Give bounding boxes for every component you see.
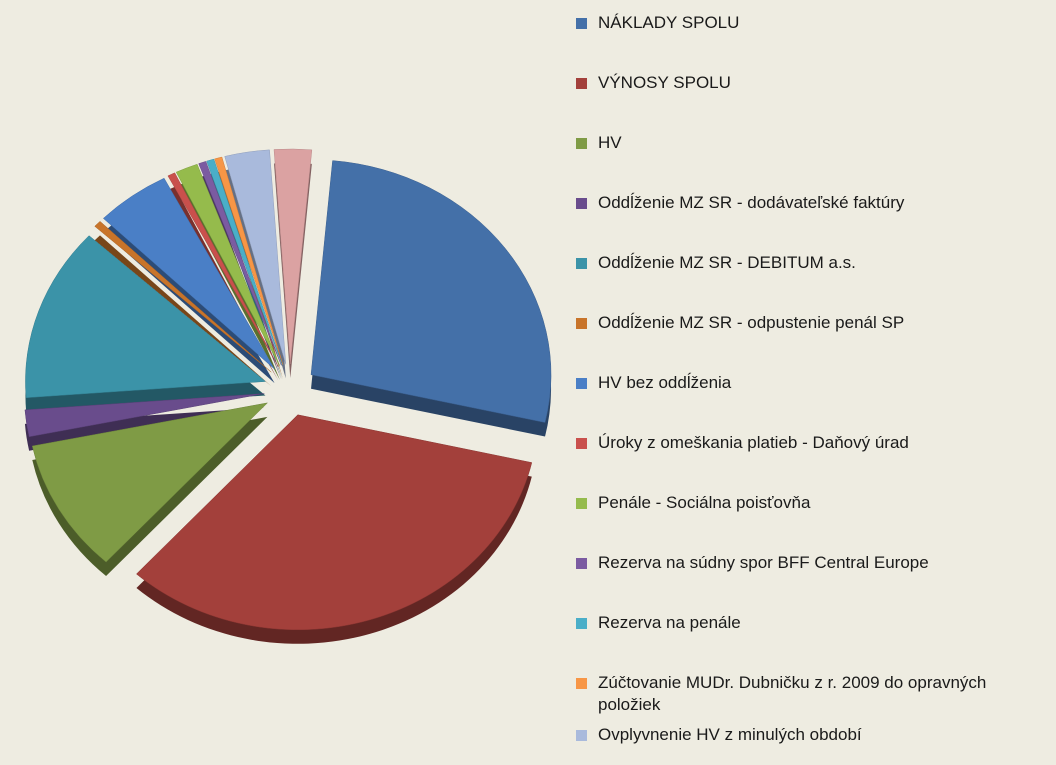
legend-item: Rezerva na penále <box>576 612 1048 672</box>
legend-swatch <box>576 138 587 149</box>
slice <box>103 177 275 370</box>
legend-label: NÁKLADY SPOLU <box>598 13 740 32</box>
legend-swatch <box>576 78 587 89</box>
legend-item: Úroky z omeškania platieb - Daňový úrad <box>576 432 1048 492</box>
legend-label: VÝNOSY SPOLU <box>598 73 731 92</box>
legend-item: Oddĺženie MZ SR - odpustenie penál SP <box>576 312 1048 372</box>
legend-label: Oddĺženie MZ SR - DEBITUM a.s. <box>598 253 856 272</box>
legend-item: Zúčtovanie MUDr. Dubničku z r. 2009 do o… <box>576 672 1048 724</box>
slice <box>24 393 265 438</box>
slice-side <box>94 235 272 387</box>
legend-label: HV bez oddĺženia <box>598 373 732 392</box>
slice <box>175 163 281 367</box>
legend-item: HV bez oddĺženia <box>576 372 1048 432</box>
slice <box>25 235 267 398</box>
legend-item: Oddĺženie MZ SR - dodávateľské faktúry <box>576 192 1048 252</box>
slice <box>214 156 284 366</box>
legend-swatch <box>576 498 587 509</box>
legend-swatch <box>576 678 587 689</box>
slice <box>206 158 283 366</box>
slice <box>31 402 269 563</box>
legend-swatch <box>576 258 587 269</box>
legend-label: Ovplyvnenie HV z minulých období <box>598 725 862 744</box>
legend-item: HV <box>576 132 1048 192</box>
legend-item: Rezerva na súdny spor BFF Central Europe <box>576 552 1048 612</box>
legend-label: Rezerva na súdny spor BFF Central Europe <box>598 553 929 572</box>
slice <box>224 149 287 365</box>
legend-item: NÁKLADY SPOLU <box>576 12 1048 72</box>
legend-label: Penále - Sociálna poisťovňa <box>598 493 811 512</box>
legend-item: Oddĺženie MZ SR - DEBITUM a.s. <box>576 252 1048 312</box>
legend-swatch <box>576 730 587 741</box>
legend-item: VÝNOSY SPOLU <box>576 72 1048 132</box>
slice <box>198 161 282 366</box>
legend-swatch <box>576 438 587 449</box>
legend-swatch <box>576 18 587 29</box>
pie-chart <box>24 148 552 644</box>
legend-label: Oddĺženie MZ SR - odpustenie penál SP <box>598 313 905 332</box>
slice <box>167 172 279 367</box>
legend-swatch <box>576 318 587 329</box>
slice <box>136 414 533 631</box>
legend-swatch <box>576 558 587 569</box>
legend-label: Oddĺženie MZ SR - dodávateľské faktúry <box>598 193 905 212</box>
legend: NÁKLADY SPOLU VÝNOSY SPOLU HV Oddĺženie MZ … <box>576 12 1048 765</box>
slice <box>94 221 272 373</box>
legend-item: Ovplyvnenie HV z minulých období <box>576 724 1048 765</box>
legend-label: Rezerva na penále <box>598 613 741 632</box>
legend-label: Zúčtovanie MUDr. Dubničku z r. 2009 do o… <box>598 673 987 714</box>
legend-swatch <box>576 378 587 389</box>
slice <box>310 160 552 423</box>
legend-label: Úroky z omeškania platieb - Daňový úrad <box>598 433 909 452</box>
legend-label: HV <box>598 133 622 152</box>
legend-item: Penále - Sociálna poisťovňa <box>576 492 1048 552</box>
legend-swatch <box>576 618 587 629</box>
slice <box>273 148 313 365</box>
legend-swatch <box>576 198 587 209</box>
